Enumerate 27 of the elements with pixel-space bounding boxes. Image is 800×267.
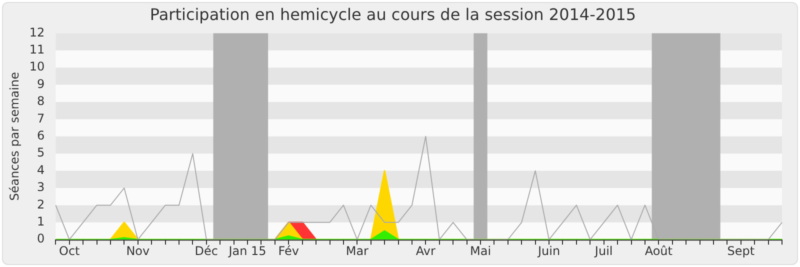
y-tick-label: 3 [37,180,45,194]
x-tick-label: Oct [59,244,80,258]
y-tick-label: 8 [37,94,45,108]
x-tick-label: Juin [536,244,560,258]
x-tick-label: Avr [416,244,436,258]
x-tick-label: Juil [594,244,613,258]
y-tick-label: 4 [37,162,45,177]
y-tick-label: 7 [37,111,45,126]
x-tick-label: Nov [126,244,150,258]
y-tick-label: 1 [37,214,45,229]
x-tick-label: Août [644,244,673,258]
y-tick-label: 12 [29,25,45,40]
y-tick-label: 0 [37,232,45,246]
y-axis-title: Séances par semaine [7,72,22,201]
y-tick-label: 5 [37,146,45,160]
y-tick-label: 9 [37,76,45,91]
x-tick-label: Jan 15 [228,244,266,258]
chart-title: Participation en hemicycle au cours de la session 2014-2015 [150,4,636,24]
x-tick-label: Mar [346,244,369,258]
x-tick-label: Fév [278,244,300,258]
x-tick-label: Mai [470,244,492,258]
y-tick-label: 11 [29,42,45,57]
y-tick-label: 6 [37,128,45,143]
x-tick-label: Déc [194,244,218,258]
y-tick-label: 10 [29,60,45,74]
y-tick-label: 2 [37,197,45,212]
x-tick-label: Sept [727,244,755,258]
